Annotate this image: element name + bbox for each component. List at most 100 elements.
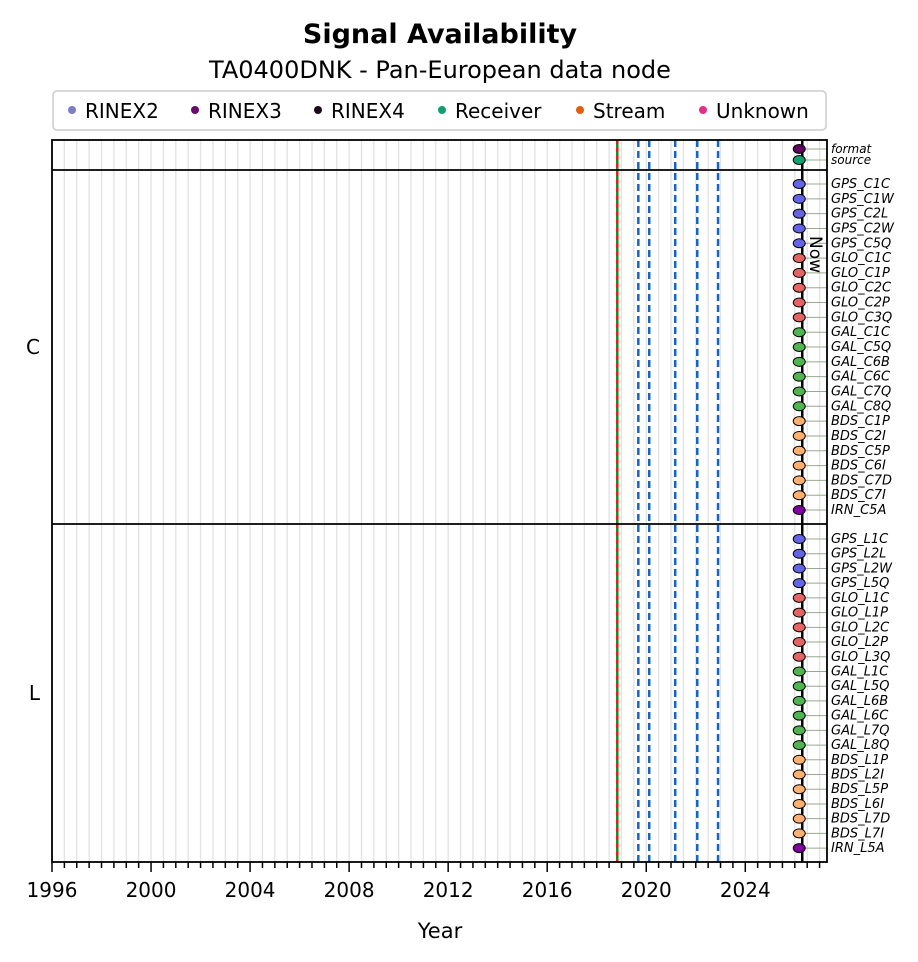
legend-marker [438,106,446,114]
row-label: GAL_C5Q [831,340,891,355]
signal-marker [792,193,806,204]
row-label: BDS_C6I [831,459,886,474]
row-label: GPS_C2W [831,221,895,236]
signal-marker [792,695,806,706]
chart-title: Signal Availability [303,19,578,50]
signal-marker [792,297,806,308]
row-label: GLO_C3Q [831,310,892,325]
signal-marker [792,784,806,795]
signal-marker [792,312,806,323]
signal-marker [792,386,806,397]
legend-label: RINEX4 [331,99,405,123]
row-label: GPS_L1C [831,532,889,547]
legend-marker [68,106,76,114]
row-label: GAL_C6C [831,370,891,385]
signal-marker [792,155,806,165]
signal-marker [792,666,806,677]
row-label: BDS_L7I [831,826,884,841]
row-label: BDS_L6I [831,797,884,812]
signal-marker [792,490,806,501]
signal-marker [792,622,806,633]
row-label: BDS_L2I [831,768,884,783]
row-label: GAL_L5Q [831,679,889,694]
signal-marker [792,416,806,427]
row-label: source [831,153,871,167]
legend-marker [699,106,707,114]
signal-marker [792,563,806,574]
row-label: GPS_C1C [831,177,891,192]
row-label: GAL_L1C [831,664,889,679]
signal-marker [792,267,806,278]
x-tick-label: 2020 [621,878,672,902]
x-tick-label: 1996 [27,878,78,902]
signal-marker [792,208,806,219]
row-label: GLO_C1P [831,266,890,281]
row-label: GAL_C7Q [831,384,891,399]
signal-marker [792,445,806,456]
chart-subtitle: TA0400DNK - Pan-European data node [208,56,671,84]
row-label: BDS_L7D [831,812,890,827]
signal-marker [792,754,806,765]
row-label: format [831,142,873,156]
row-label: BDS_C1P [831,414,890,429]
row-label: GLO_L2C [831,620,890,635]
signal-marker [792,179,806,189]
legend: RINEX2 RINEX3 RINEX4 Receiver Stream Unknown [52,90,827,131]
signal-marker [792,637,806,648]
signal-marker [792,342,806,353]
signal-marker [792,401,806,412]
row-label: IRN_L5A [831,841,885,856]
row-label: BDS_L1P [831,753,888,768]
group-label: C [26,335,40,359]
row-label: GLO_C2C [831,281,892,296]
row-label: GLO_L3Q [831,650,890,665]
signal-marker [792,798,806,809]
row-label: GPS_C1W [831,192,895,207]
legend-label: RINEX2 [85,99,159,123]
signal-marker [792,725,806,736]
signal-marker [792,681,806,692]
row-label: GAL_L8Q [831,738,889,753]
signal-marker [792,460,806,471]
row-label: GPS_L2L [831,547,886,562]
signal-marker [792,223,806,234]
signal-marker [792,710,806,721]
x-tick-label: 2024 [720,878,771,902]
signal-marker [792,607,806,618]
signal-marker [792,238,806,249]
signal-marker [792,282,806,293]
legend-label: Receiver [455,99,542,123]
row-label: GLO_C2P [831,296,890,311]
row-label: GLO_L1P [831,606,888,621]
signal-marker [792,578,806,589]
row-label: GAL_C8Q [831,399,891,414]
row-label: IRN_C5A [831,503,886,518]
signal-marker [792,253,806,264]
row-label: GAL_C6B [831,355,890,370]
row-label: GAL_C1C [831,325,891,340]
signal-marker [792,371,806,382]
legend-marker [191,106,199,114]
signal-marker [792,430,806,441]
row-label: GLO_L1C [831,591,890,606]
x-axis-label: Year [417,919,463,943]
row-label: BDS_C2I [831,429,886,444]
signal-marker [792,813,806,824]
group-label: L [29,681,41,705]
legend-label: Stream [593,99,665,123]
legend-label: RINEX3 [208,99,282,123]
row-label: BDS_C7I [831,488,886,503]
plot-frame [51,139,828,863]
legend-marker [314,106,322,114]
signal-marker [792,740,806,751]
row-label: GPS_C2L [831,207,888,222]
legend-label: Unknown [716,99,809,123]
row-label: GAL_L7Q [831,723,889,738]
row-label: GPS_L2W [831,561,893,576]
signal-marker [792,843,806,854]
row-label: GLO_L2P [831,635,888,650]
signal-marker [792,475,806,486]
row-label: BDS_C7D [831,473,892,488]
row-label: BDS_C5P [831,444,890,459]
